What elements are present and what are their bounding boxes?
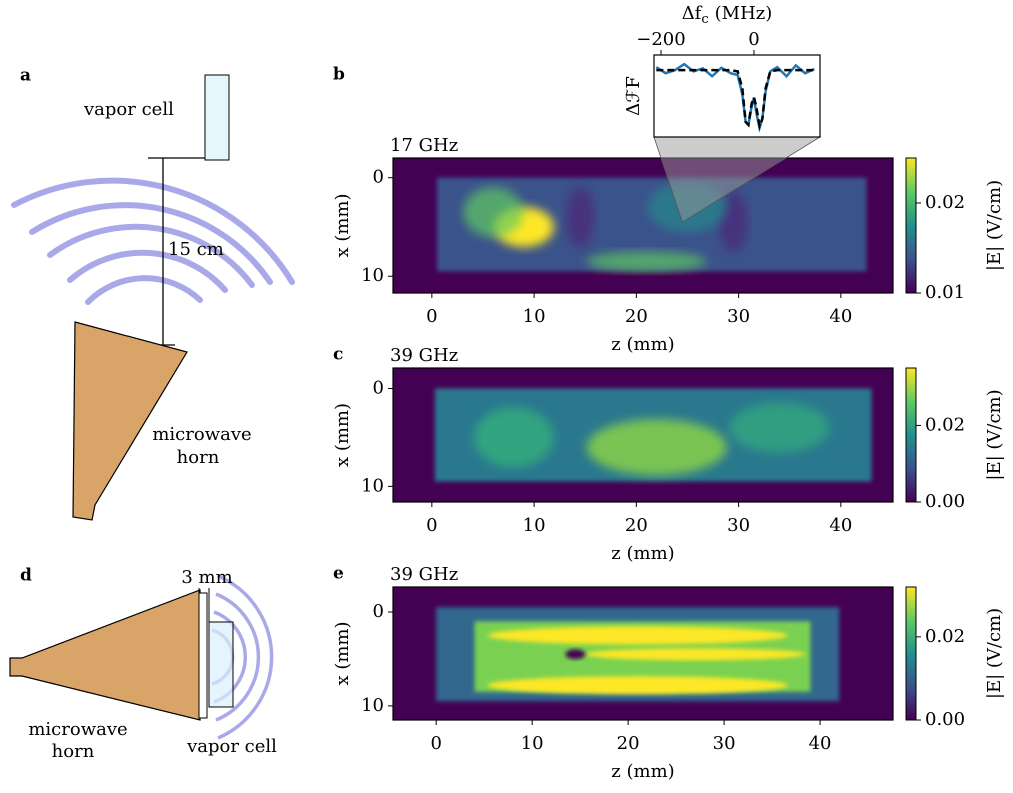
panel-label: c	[333, 345, 343, 365]
label-part: (MHz)	[715, 3, 773, 24]
x-tick-label: 0	[426, 515, 437, 536]
colorbar	[905, 157, 917, 294]
field	[585, 648, 806, 661]
x-tick-label: 40	[829, 515, 852, 536]
x-tick-label: 20	[617, 733, 640, 754]
colorbar-tick-label: 0.00	[925, 709, 965, 730]
text: horn	[177, 447, 220, 468]
y-axis-label: x (mm)	[332, 403, 353, 467]
y-tick-label: 10	[361, 265, 384, 286]
y-tick-label: 10	[361, 695, 384, 716]
field	[729, 402, 830, 453]
label-part: Δf	[682, 3, 703, 24]
field	[463, 187, 524, 238]
y-tick-label: 0	[373, 167, 384, 188]
x-tick-label: 40	[829, 306, 852, 327]
x-tick-label: 40	[809, 733, 832, 754]
window	[198, 592, 208, 719]
diagram-a	[11, 177, 295, 305]
vapor-cell	[204, 74, 230, 161]
heatmap	[393, 368, 893, 502]
field	[473, 407, 554, 468]
field	[586, 419, 727, 476]
panel-title: 39 GHz	[390, 345, 458, 366]
x-tick-label: 10	[523, 515, 546, 536]
heatmap	[393, 158, 893, 293]
x-tick-label: 20	[625, 515, 648, 536]
panel-label: d	[20, 566, 32, 586]
field	[487, 676, 788, 695]
x-tick-label: 10	[521, 733, 544, 754]
gap-marker	[198, 588, 210, 622]
label-part: c	[701, 12, 708, 27]
axes-frame	[392, 367, 894, 503]
colorbar-tick-label: 0.02	[925, 626, 965, 647]
text: vapor cell	[186, 736, 277, 757]
panel-label: e	[333, 564, 344, 584]
colorbar	[905, 586, 917, 721]
x-axis-label: z (mm)	[611, 761, 674, 782]
panel-title: 17 GHz	[390, 135, 458, 156]
x-tick-label: 20	[625, 306, 648, 327]
x-tick-label: 30	[727, 306, 750, 327]
text: microwave	[152, 424, 251, 445]
axes-frame	[392, 157, 894, 294]
x-tick-label: 10	[523, 306, 546, 327]
colorbar-label: |E| (V/cm)	[984, 608, 1005, 699]
inset-x-label: Δfc (MHz)	[682, 3, 773, 27]
x-tick-label: 30	[713, 733, 736, 754]
text: horn	[52, 741, 95, 762]
x-tick-label: 0	[748, 29, 759, 50]
field	[487, 626, 788, 645]
text: microwave	[28, 719, 127, 740]
x-axis-label: z (mm)	[611, 334, 674, 355]
colorbar-label: |E| (V/cm)	[984, 180, 1005, 271]
colorbar-label: |E| (V/cm)	[984, 389, 1005, 480]
colorbar-tick-label: 0.00	[925, 491, 965, 512]
colorbar	[905, 367, 917, 503]
x-axis-label: z (mm)	[611, 543, 674, 564]
horn	[9, 589, 201, 721]
field	[586, 251, 707, 272]
axes-frame	[392, 586, 894, 721]
text: 15 cm	[168, 239, 224, 260]
vapor-cell	[208, 621, 234, 708]
y-tick-label: 10	[361, 475, 384, 496]
y-tick-label: 0	[373, 601, 384, 622]
x-tick-label: 0	[426, 306, 437, 327]
colorbar-tick-label: 0.02	[925, 192, 965, 213]
colorbar-tick-label: 0.01	[925, 282, 965, 303]
heatmap	[393, 587, 893, 720]
line-series	[656, 68, 815, 131]
panel-label: b	[333, 65, 345, 85]
text: 3 mm	[181, 567, 232, 588]
colorbar-tick-label: 0.02	[925, 414, 965, 435]
x-tick-label: 0	[430, 733, 441, 754]
field	[566, 187, 595, 248]
horn	[72, 321, 188, 521]
y-axis-label: x (mm)	[332, 621, 353, 685]
inset-y-label: ΔℱF	[623, 76, 644, 116]
x-tick-label: 30	[727, 515, 750, 536]
field	[565, 649, 586, 660]
y-tick-label: 0	[373, 378, 384, 399]
x-tick-label: −200	[636, 29, 685, 50]
panel-title: 39 GHz	[390, 564, 458, 585]
y-axis-label: x (mm)	[332, 193, 353, 257]
text: vapor cell	[83, 99, 174, 120]
panel-label: a	[20, 66, 31, 86]
